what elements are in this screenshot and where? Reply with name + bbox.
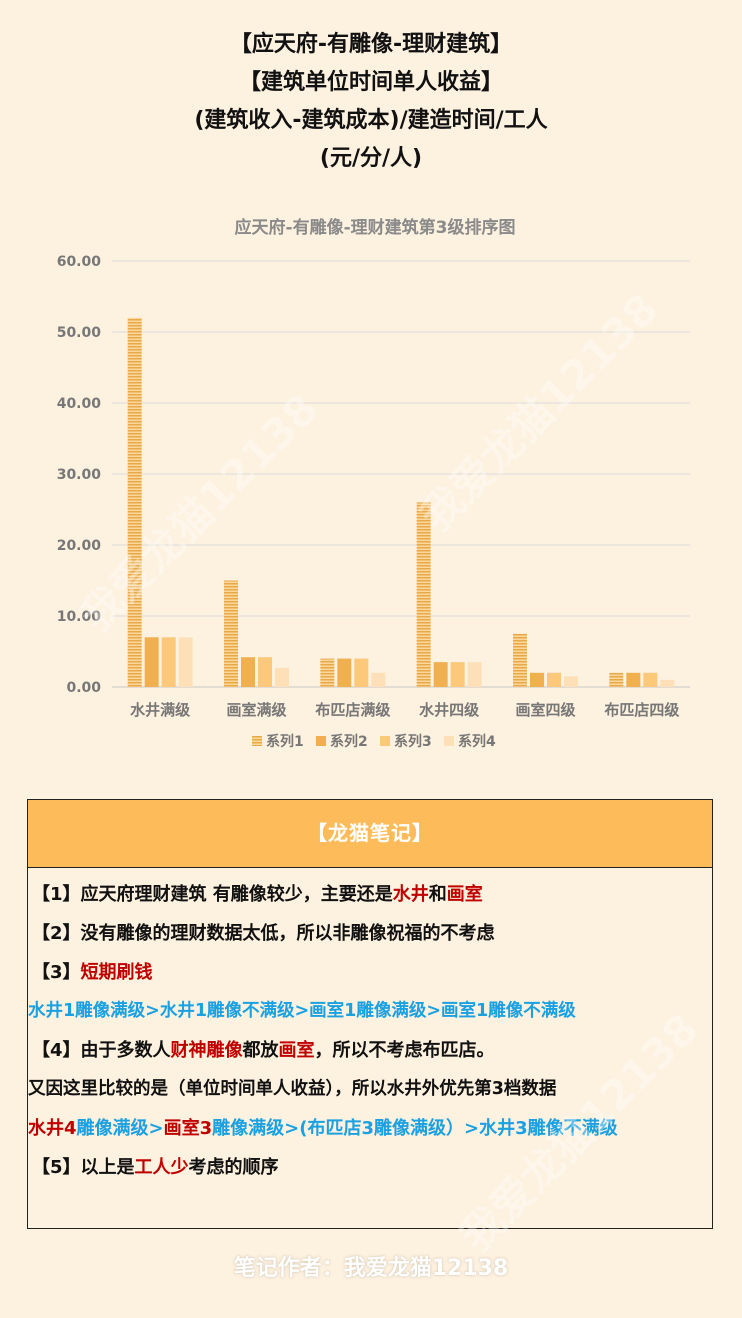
bar-系列3 (354, 658, 369, 687)
bar-系列3 (547, 672, 561, 687)
bar-系列1 (320, 658, 335, 687)
y-tick-label: 20.00 (57, 538, 102, 554)
bar-系列4 (178, 637, 193, 687)
title-line-1: 【应天府-有雕像-理财建筑】 (229, 32, 513, 57)
y-tick-label: 50.00 (57, 325, 102, 341)
bar-系列1 (513, 633, 527, 687)
note-3-order: 水井1雕像满级>水井1雕像不满级>画室1雕像满级>画室1雕像不满级 (28, 1001, 576, 1021)
bar-系列4 (467, 662, 482, 687)
note-4-order: 水井4雕像满级>画室3雕像满级>(布匹店3雕像满级）>水井3雕像不满级 (28, 1118, 618, 1139)
bar-系列3 (161, 637, 176, 687)
note-4: 【4】由于多数人财神雕像都放画室，所以不考虑布匹店。 (32, 1040, 495, 1061)
x-tick-label: 布匹店四级 (604, 701, 680, 719)
x-tick-label: 画室满级 (226, 701, 287, 719)
title-block: 【应天府-有雕像-理财建筑】 【建筑单位时间单人收益】 (建筑收入-建筑成本)/… (0, 26, 742, 178)
legend-swatch (252, 736, 262, 746)
legend-label: 系列1 (266, 733, 304, 750)
legend-label: 系列3 (394, 733, 432, 750)
bar-系列2 (433, 662, 448, 687)
note-4-detail: 又因这里比较的是（单位时间单人收益），所以水井外优先第3档数据 (28, 1079, 557, 1099)
legend-swatch (380, 736, 390, 746)
bar-系列2 (241, 657, 255, 687)
bar-系列3 (643, 672, 658, 687)
footer-author: 笔记作者：我爱龙猫12138 (233, 1256, 509, 1281)
bar-系列2 (530, 672, 544, 687)
notes-header: 【龙猫笔记】 (28, 800, 712, 868)
chart-title: 应天府-有雕像-理财建筑第3级排序图 (235, 217, 516, 238)
bar-系列4 (564, 676, 578, 687)
title-line-2: 【建筑单位时间单人收益】 (238, 70, 503, 95)
x-tick-label: 画室四级 (515, 701, 576, 719)
note-3: 【3】短期刷钱 (32, 962, 153, 983)
bar-系列1 (416, 502, 431, 687)
legend-swatch (316, 736, 326, 746)
title-line-4: (元/分/人) (319, 146, 423, 171)
notes-box: 【龙猫笔记】 【1】应天府理财建筑 有雕像较少，主要还是水井和画室 【2】没有雕… (27, 799, 713, 1229)
bar-系列2 (144, 637, 159, 687)
x-tick-label: 水井四级 (419, 701, 480, 719)
bar-系列1 (224, 580, 238, 687)
x-tick-label: 布匹店满级 (315, 701, 391, 719)
bar-系列2 (337, 658, 352, 687)
bar-系列1 (609, 672, 624, 687)
bar-系列4 (275, 667, 289, 687)
note-2: 【2】没有雕像的理财数据太低，所以非雕像祝福的不考虑 (32, 923, 495, 944)
legend-label: 系列4 (458, 733, 496, 750)
bar-系列3 (258, 657, 272, 687)
legend-swatch (444, 736, 454, 746)
bar-系列4 (371, 672, 386, 687)
bar-系列4 (660, 679, 675, 687)
x-tick-label: 水井满级 (130, 701, 191, 719)
y-tick-label: 0.00 (66, 680, 101, 696)
y-tick-label: 40.00 (57, 396, 102, 412)
y-tick-label: 10.00 (57, 609, 102, 625)
bar-系列2 (626, 672, 641, 687)
y-tick-label: 30.00 (57, 467, 102, 483)
title-line-3: (建筑收入-建筑成本)/建造时间/工人 (194, 108, 548, 133)
note-1: 【1】应天府理财建筑 有雕像较少，主要还是水井和画室 (32, 884, 483, 905)
y-tick-label: 60.00 (57, 254, 102, 270)
bar-系列1 (127, 317, 142, 687)
note-5: 【5】以上是工人少考虑的顺序 (32, 1157, 279, 1178)
bar-chart: 应天府-有雕像-理财建筑第3级排序图 0.00 10.00 20.00 30.00 40… (57, 217, 690, 750)
legend-label: 系列2 (330, 733, 368, 750)
bar-系列3 (450, 662, 465, 687)
